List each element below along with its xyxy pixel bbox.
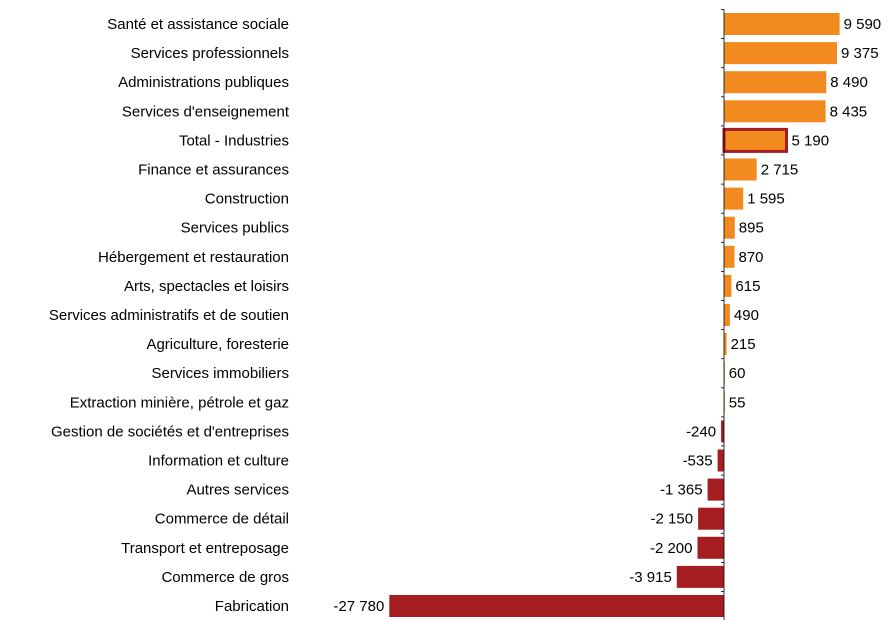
- bar: [724, 158, 757, 181]
- bar: [724, 333, 727, 356]
- value-label: 9 375: [841, 45, 879, 62]
- value-label: 895: [739, 220, 764, 237]
- bars-group: [389, 13, 840, 617]
- value-label: 9 590: [844, 16, 882, 33]
- bar: [724, 391, 725, 414]
- value-label: 60: [729, 365, 746, 382]
- category-label: Services d'enseignement: [122, 103, 290, 120]
- bar: [697, 536, 724, 559]
- value-label: -535: [683, 453, 713, 470]
- bar: [698, 507, 724, 530]
- value-label: -27 780: [333, 598, 384, 615]
- value-label: -3 915: [629, 569, 672, 586]
- bar: [724, 274, 732, 297]
- value-label: 8 490: [830, 74, 868, 91]
- category-label: Administrations publiques: [118, 74, 289, 91]
- category-label: Santé et assistance sociale: [107, 16, 289, 33]
- value-label: -2 150: [651, 511, 694, 528]
- category-label: Fabrication: [215, 598, 289, 615]
- category-label: Construction: [205, 191, 289, 208]
- category-label: Autres services: [186, 482, 289, 499]
- value-label: 215: [731, 336, 756, 353]
- bar: [724, 13, 840, 35]
- bar: [724, 362, 725, 385]
- bar: [717, 449, 724, 472]
- bar: [724, 71, 827, 94]
- bar: [389, 595, 724, 617]
- category-label: Total - Industries: [179, 132, 289, 149]
- zero-axis-group: [721, 8, 725, 620]
- bar: [721, 420, 724, 443]
- category-labels-group: Santé et assistance sociale Services prof…: [49, 16, 290, 615]
- value-label: -240: [686, 423, 716, 440]
- category-label: Services immobiliers: [151, 365, 289, 382]
- category-label: Commerce de détail: [155, 511, 289, 528]
- category-label: Services professionnels: [131, 45, 289, 62]
- value-label: 8 435: [830, 103, 868, 120]
- category-label: Services publics: [181, 220, 289, 237]
- value-label: 2 715: [761, 162, 799, 179]
- category-label: Extraction minière, pétrole et gaz: [70, 394, 289, 411]
- value-label: 870: [739, 249, 764, 266]
- value-label: -1 365: [660, 482, 703, 499]
- bar: [724, 304, 730, 326]
- value-label: 55: [729, 394, 746, 411]
- category-label: Arts, spectacles et loisirs: [124, 278, 289, 295]
- value-label: 1 595: [747, 191, 785, 208]
- value-label: 5 190: [792, 132, 830, 149]
- bar: [676, 565, 724, 588]
- bar: [724, 42, 837, 65]
- category-label: Finance et assurances: [138, 162, 289, 179]
- value-label: -2 200: [650, 540, 693, 557]
- category-label: Agriculture, foresterie: [146, 336, 289, 353]
- category-label: Hébergement et restauration: [98, 249, 289, 266]
- bar: [724, 245, 735, 268]
- value-label: 615: [735, 278, 760, 295]
- category-label: Services administratifs et de soutien: [49, 307, 289, 324]
- bar: [724, 100, 826, 123]
- bar: [724, 216, 735, 239]
- bar: [724, 187, 744, 210]
- bar-highlighted: [722, 127, 788, 153]
- category-label: Commerce de gros: [161, 569, 289, 586]
- category-label: Transport et entreposage: [121, 540, 289, 557]
- value-label: 490: [734, 307, 759, 324]
- category-label: Information et culture: [148, 453, 289, 470]
- bar: [707, 478, 724, 501]
- category-label: Gestion de sociétés et d'entreprises: [51, 423, 289, 440]
